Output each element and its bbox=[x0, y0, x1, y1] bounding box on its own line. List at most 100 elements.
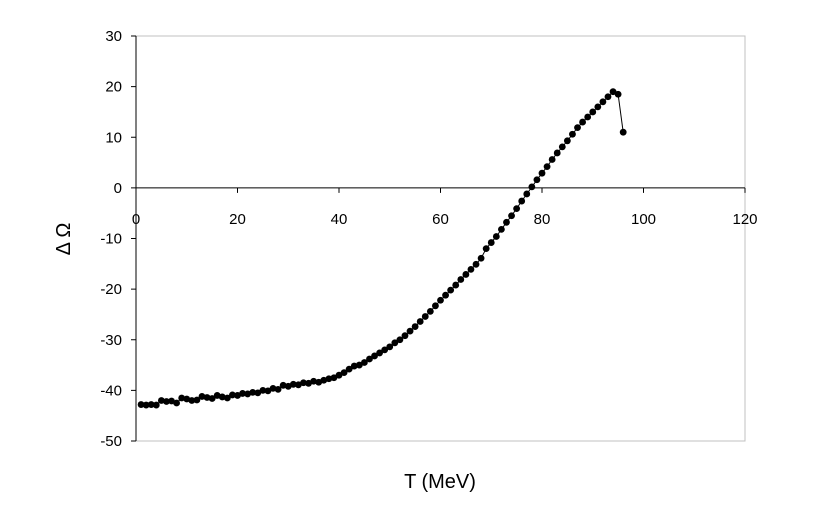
data-point bbox=[437, 296, 444, 304]
data-point bbox=[594, 103, 602, 111]
data-series bbox=[137, 88, 627, 409]
data-point bbox=[229, 391, 236, 399]
plot-area-frame bbox=[135, 35, 746, 442]
data-point bbox=[406, 327, 414, 335]
data-point bbox=[432, 302, 439, 310]
data-point bbox=[563, 137, 571, 145]
data-point bbox=[300, 379, 307, 387]
x-tick-label: 80 bbox=[534, 211, 551, 228]
data-point bbox=[239, 390, 246, 397]
data-point bbox=[533, 176, 541, 184]
y-tick-label: 0 bbox=[114, 180, 122, 197]
y-tick-label: 30 bbox=[105, 28, 122, 45]
tick-marks bbox=[131, 35, 746, 442]
data-point bbox=[482, 245, 490, 253]
data-point bbox=[371, 352, 378, 360]
data-point bbox=[310, 377, 318, 385]
data-point bbox=[325, 375, 333, 383]
data-point bbox=[477, 254, 485, 262]
data-point bbox=[442, 291, 449, 299]
data-point bbox=[360, 359, 368, 366]
data-point bbox=[457, 276, 465, 283]
data-point bbox=[574, 124, 581, 132]
data-point bbox=[376, 349, 383, 357]
data-point bbox=[614, 90, 622, 98]
y-tick-label: 10 bbox=[105, 129, 122, 146]
y-axis-title: Δ Ω bbox=[53, 223, 75, 256]
data-point bbox=[498, 225, 505, 233]
data-point bbox=[381, 346, 389, 354]
data-point bbox=[503, 218, 510, 226]
data-point bbox=[452, 281, 460, 289]
data-point bbox=[137, 401, 145, 408]
data-point bbox=[147, 401, 155, 408]
data-point bbox=[152, 401, 160, 409]
data-point bbox=[508, 212, 515, 220]
data-point bbox=[259, 386, 267, 394]
data-point bbox=[492, 233, 500, 240]
x-tick-label: 100 bbox=[631, 211, 656, 228]
x-tick-label: 120 bbox=[732, 211, 757, 228]
data-point bbox=[447, 286, 455, 294]
y-tick-label: -20 bbox=[100, 281, 122, 298]
data-point bbox=[421, 313, 429, 320]
x-axis-title: T (MeV) bbox=[404, 471, 476, 493]
data-point bbox=[589, 108, 597, 116]
data-point bbox=[350, 362, 358, 370]
data-point bbox=[188, 397, 196, 404]
data-point bbox=[543, 163, 551, 171]
data-point bbox=[157, 397, 165, 404]
data-point bbox=[289, 380, 297, 388]
data-point bbox=[391, 339, 399, 347]
data-point bbox=[548, 156, 556, 163]
data-point bbox=[340, 369, 348, 377]
data-point bbox=[203, 394, 211, 401]
data-point bbox=[264, 387, 272, 395]
data-point bbox=[366, 355, 373, 363]
data-point bbox=[330, 374, 338, 382]
data-point bbox=[523, 190, 531, 198]
data-point bbox=[269, 384, 277, 392]
data-point bbox=[513, 205, 521, 213]
y-tick-label: -10 bbox=[100, 231, 122, 248]
data-point bbox=[599, 98, 607, 106]
data-point bbox=[619, 128, 627, 136]
data-point bbox=[254, 389, 262, 397]
y-tick-label: -50 bbox=[100, 433, 122, 450]
data-point bbox=[355, 361, 363, 369]
data-point bbox=[538, 169, 546, 177]
data-point bbox=[142, 401, 150, 409]
data-point bbox=[467, 265, 475, 273]
x-tick-label: 60 bbox=[432, 211, 449, 228]
data-point bbox=[558, 143, 566, 151]
x-tick-label: 20 bbox=[229, 211, 246, 228]
data-point bbox=[178, 394, 186, 402]
y-tick-label: 20 bbox=[105, 79, 122, 96]
data-point bbox=[416, 318, 424, 325]
data-point bbox=[579, 118, 586, 126]
data-point bbox=[386, 343, 394, 351]
data-point bbox=[274, 385, 282, 393]
x-tick-label: 0 bbox=[132, 211, 140, 228]
data-point bbox=[163, 398, 170, 405]
data-point bbox=[584, 113, 592, 121]
data-point bbox=[335, 371, 343, 379]
data-point bbox=[208, 395, 216, 402]
data-point bbox=[553, 149, 561, 157]
y-tick-label: -40 bbox=[100, 382, 122, 399]
data-point bbox=[462, 271, 470, 278]
data-point bbox=[198, 393, 206, 400]
data-point bbox=[223, 394, 231, 402]
data-point bbox=[609, 88, 617, 96]
data-point bbox=[528, 183, 536, 191]
data-point bbox=[487, 239, 495, 246]
data-point bbox=[604, 93, 612, 101]
data-point bbox=[396, 336, 404, 344]
data-point bbox=[401, 332, 409, 340]
data-point bbox=[279, 381, 287, 389]
x-tick-label: 40 bbox=[331, 211, 348, 228]
data-point bbox=[472, 260, 480, 268]
data-point bbox=[426, 308, 434, 315]
